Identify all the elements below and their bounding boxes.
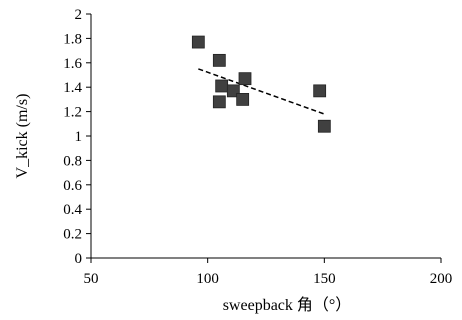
data-point — [212, 95, 226, 109]
y-tick-label: 0.2 — [63, 227, 82, 243]
y-axis-label: V_kick (m/s) — [14, 94, 31, 179]
data-point — [317, 119, 331, 133]
y-tick-label: 0.4 — [63, 202, 82, 218]
data-point — [191, 35, 205, 49]
x-axis-ticks: 50 100 150 200 — [84, 258, 453, 287]
y-tick-label: 1.2 — [63, 105, 82, 121]
y-tick-label: 0.8 — [63, 153, 82, 169]
y-tick-label: 1.4 — [63, 80, 82, 96]
x-tick-label: 100 — [196, 271, 219, 287]
y-tick-label: 1 — [75, 129, 83, 145]
y-tick-label: 0 — [75, 251, 83, 267]
data-point — [238, 72, 252, 86]
x-axis-label: sweepback 角（°） — [223, 296, 352, 314]
y-tick-label: 1.8 — [63, 31, 82, 47]
data-point — [215, 79, 229, 93]
y-axis-ticks: 0 0.2 0.4 0.6 0.8 1 1.2 1.4 1.6 1.8 2 — [63, 7, 91, 267]
x-tick-label: 200 — [430, 271, 453, 287]
x-tick-label: 50 — [84, 271, 99, 287]
y-tick-label: 1.6 — [63, 56, 82, 72]
trendline — [198, 68, 325, 115]
y-tick-label: 0.6 — [63, 178, 82, 194]
x-tick-label: 150 — [313, 271, 336, 287]
data-point — [313, 84, 327, 98]
data-points — [191, 35, 331, 133]
y-tick-label: 2 — [75, 7, 83, 23]
trendline-group — [198, 68, 325, 115]
data-point — [212, 53, 226, 67]
data-point — [236, 93, 250, 106]
plot-area: 0 0.2 0.4 0.6 0.8 1 1.2 1.4 1.6 1.8 2 50 100 150 200 — [63, 7, 452, 287]
